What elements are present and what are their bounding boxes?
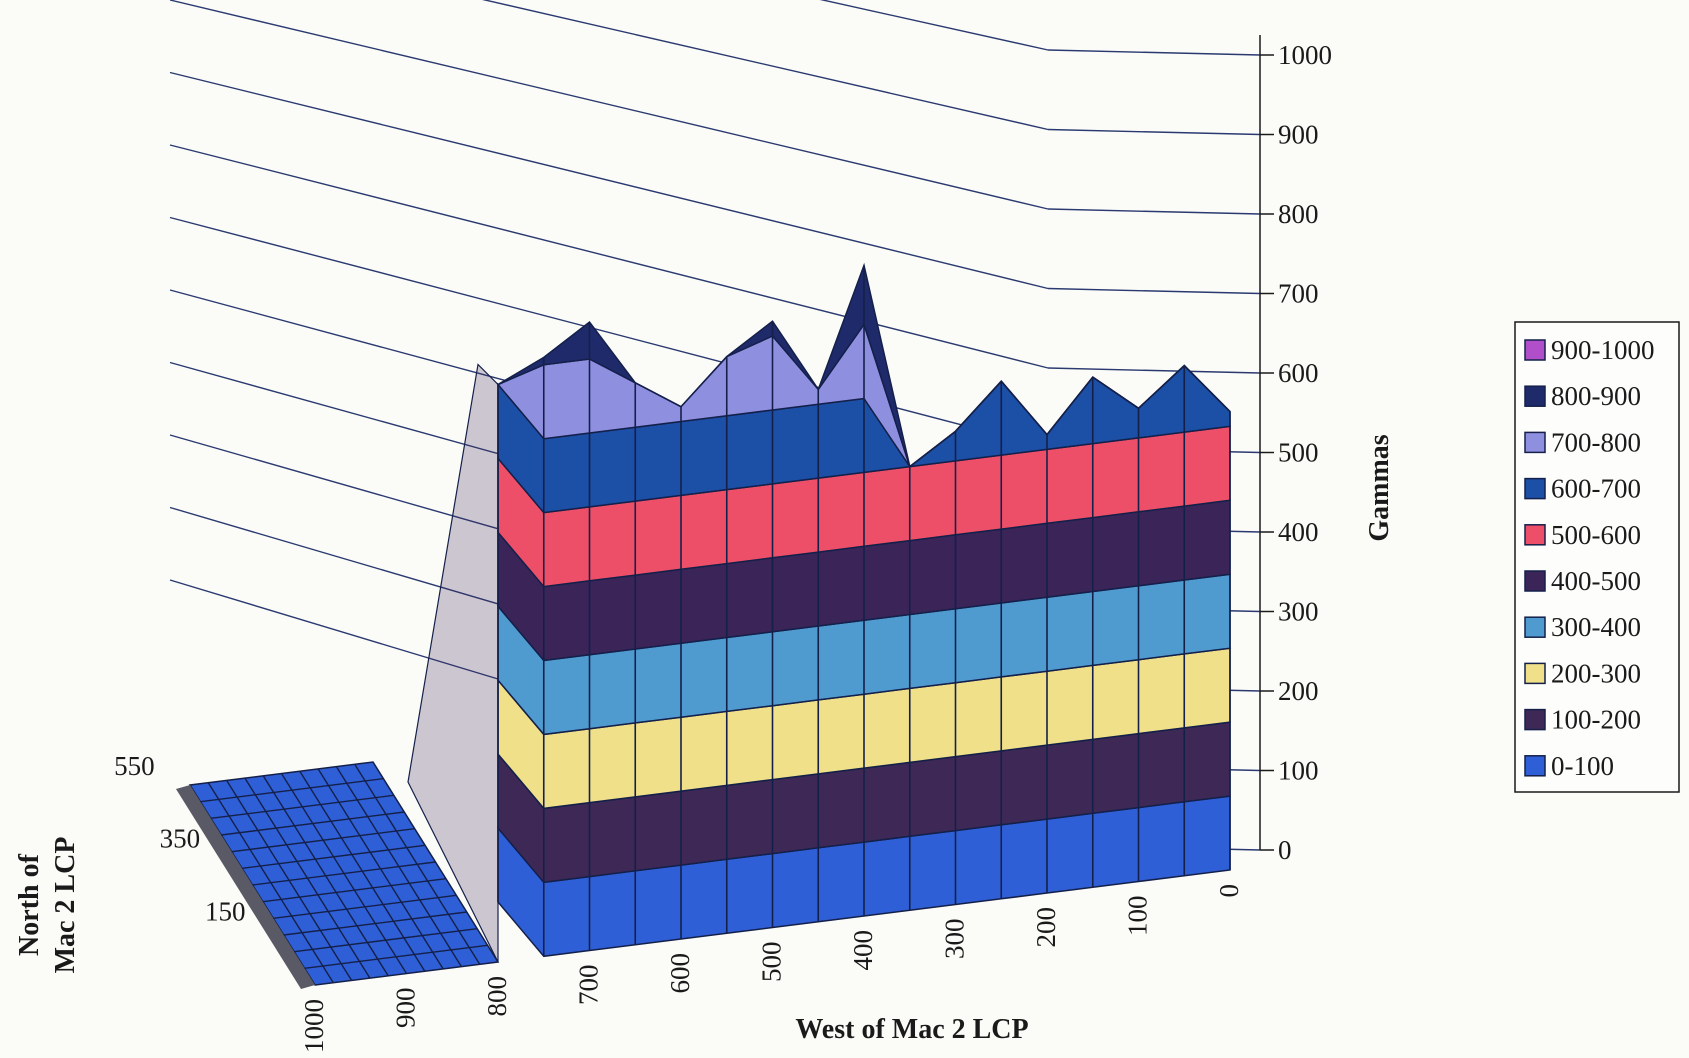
legend-swatch-700-800 bbox=[1524, 431, 1546, 454]
floor-grid-line bbox=[221, 811, 405, 836]
legend-swatch-100-200 bbox=[1524, 708, 1546, 731]
legend-swatch-300-400 bbox=[1524, 616, 1546, 638]
z-tick-label: 900 bbox=[1278, 120, 1319, 150]
x-tick-label: 1000 bbox=[299, 999, 329, 1053]
y-tick-label: 350 bbox=[160, 824, 201, 854]
x-axis: 1000 900 800 700 600 500 400 300 200 1000 bbox=[299, 884, 1244, 1053]
legend-swatch-600-700 bbox=[1524, 477, 1546, 500]
x-tick-label: 0 bbox=[1214, 884, 1244, 898]
floor-grid-line bbox=[294, 927, 478, 953]
legend-label: 0-100 bbox=[1551, 751, 1614, 781]
floor-grid-line bbox=[241, 844, 426, 870]
z-tick-label: 100 bbox=[1278, 756, 1319, 786]
x-axis-title: West of Mac 2 LCP bbox=[795, 1014, 1028, 1045]
floor-grid-line bbox=[262, 877, 447, 903]
y-axis: 150 350 550 bbox=[114, 751, 245, 926]
legend-label: 100-200 bbox=[1551, 705, 1641, 735]
legend-swatch-500-600 bbox=[1524, 524, 1546, 546]
wall-gridline-7 bbox=[169, 71, 1049, 290]
wall-gridline-side-7 bbox=[1047, 287, 1261, 295]
z-tick-label: 600 bbox=[1278, 358, 1319, 388]
wall-gridline-8 bbox=[169, 0, 1049, 210]
wall-gridline-side-6 bbox=[1047, 367, 1261, 374]
legend-label: 500-600 bbox=[1551, 520, 1641, 550]
floor-grid-line bbox=[200, 777, 384, 803]
wall-gridline-6 bbox=[169, 144, 1049, 369]
legend-label: 300-400 bbox=[1551, 612, 1641, 642]
z-tick-label: 200 bbox=[1278, 676, 1319, 706]
floor-edge bbox=[176, 785, 315, 989]
floor-grid bbox=[176, 761, 500, 989]
y-tick-label: 150 bbox=[205, 896, 246, 926]
legend-swatch-200-300 bbox=[1524, 662, 1546, 685]
legend-swatch-800-900 bbox=[1524, 385, 1546, 407]
legend-label: 800-900 bbox=[1551, 381, 1641, 411]
x-tick-label: 200 bbox=[1031, 907, 1061, 948]
legend-label: 700-800 bbox=[1551, 427, 1641, 457]
wall-gridline-side-9 bbox=[1047, 128, 1261, 136]
z-tick-label: 800 bbox=[1278, 199, 1319, 229]
x-tick-label: 500 bbox=[757, 942, 787, 983]
floor-grid-line bbox=[304, 944, 488, 970]
wall-gridline-5 bbox=[169, 216, 1049, 449]
z-tick-label: 500 bbox=[1278, 438, 1319, 468]
z-axis-title: Gammas bbox=[1364, 434, 1395, 541]
legend-swatch-900-1000 bbox=[1524, 339, 1546, 361]
x-tick-label: 100 bbox=[1123, 896, 1153, 937]
legend: 900-1000 800-900 700-800 600-700 500-600 400-… bbox=[1514, 321, 1680, 793]
floor-grid-line bbox=[273, 894, 457, 920]
y-axis-title-line1: North of bbox=[14, 853, 45, 956]
x-tick-label: 600 bbox=[665, 953, 695, 994]
floor-grid-line bbox=[231, 827, 415, 853]
wall-gridline-10 bbox=[819, 0, 1049, 51]
z-tick-label: 700 bbox=[1278, 279, 1319, 309]
z-tick-label: 400 bbox=[1278, 517, 1319, 547]
z-axis: 0 100 200 300 400 500 600 700 800 900 1000 bbox=[1259, 35, 1332, 865]
x-tick-label: 700 bbox=[574, 965, 604, 1006]
floor-grid-line bbox=[252, 861, 436, 886]
x-tick-label: 400 bbox=[848, 930, 878, 971]
z-tick-label: 1000 bbox=[1278, 40, 1332, 70]
surface-bands bbox=[407, 262, 1231, 963]
x-tick-label: 800 bbox=[482, 976, 512, 1017]
wall-gridline-9 bbox=[482, 0, 1049, 131]
legend-label: 200-300 bbox=[1551, 658, 1641, 688]
z-tick-label: 0 bbox=[1278, 835, 1292, 865]
floor-grid-line bbox=[210, 794, 394, 820]
y-axis-title-line2: Mac 2 LCP bbox=[50, 837, 81, 974]
surface-left-face bbox=[407, 363, 499, 963]
floor-grid-line bbox=[283, 911, 467, 936]
wall-gridline-side-8 bbox=[1047, 208, 1261, 215]
x-tick-label: 900 bbox=[391, 988, 421, 1029]
legend-swatch-0-100 bbox=[1524, 755, 1546, 777]
legend-label: 600-700 bbox=[1551, 474, 1641, 504]
y-tick-label: 550 bbox=[114, 751, 155, 781]
legend-swatch-400-500 bbox=[1524, 570, 1546, 592]
x-tick-label: 300 bbox=[940, 919, 970, 960]
legend-label: 400-500 bbox=[1551, 566, 1641, 596]
z-tick-label: 300 bbox=[1278, 597, 1319, 627]
wall-gridline-side-10 bbox=[1047, 49, 1261, 56]
legend-label: 900-1000 bbox=[1551, 335, 1655, 365]
